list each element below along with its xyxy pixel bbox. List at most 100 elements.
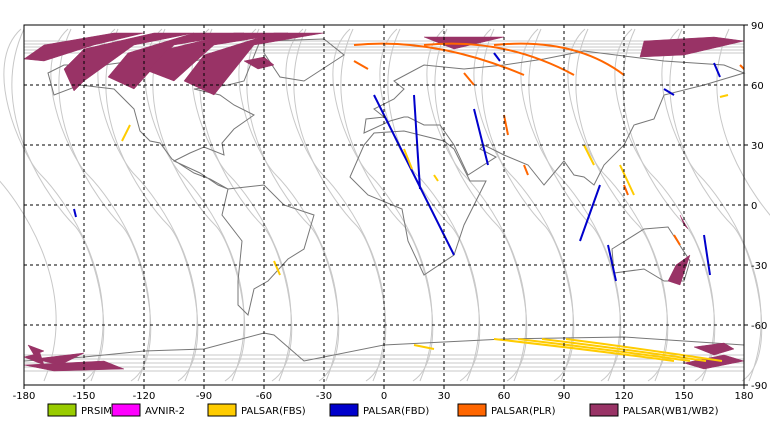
- y-tick-label: -60: [751, 321, 767, 332]
- y-tick-label: -30: [751, 261, 767, 272]
- swath-line: [433, 174, 439, 182]
- y-tick-label: 60: [751, 81, 764, 92]
- x-tick-label: 30: [438, 391, 451, 402]
- swath-palsar-wb: [243, 56, 275, 70]
- x-tick-label: -90: [196, 391, 212, 402]
- swath-fbs-arc: [565, 338, 723, 362]
- swath-line: [623, 184, 629, 196]
- longitude-axis: -180 -150 -120 -90 -60 -30 0 30 60 90 120 150 180: [13, 385, 754, 402]
- orbit-track: [669, 28, 763, 382]
- swath-line: [673, 234, 681, 246]
- swath-line: [473, 108, 489, 166]
- orbit-track: [199, 28, 293, 382]
- swath-line: [579, 184, 601, 242]
- x-tick-label: 120: [614, 391, 633, 402]
- x-tick-label: 150: [674, 391, 693, 402]
- legend-swatch: [111, 403, 141, 417]
- swath-line: [607, 244, 617, 282]
- orbit-track: [481, 28, 575, 382]
- legend-label: PALSAR(WB1/WB2): [623, 406, 719, 417]
- x-tick-label: 0: [381, 391, 387, 402]
- legend-label: PALSAR(FBD): [363, 406, 429, 417]
- swath-line: [121, 124, 131, 142]
- swath-line: [719, 94, 729, 98]
- coastline-south-america: [221, 184, 315, 316]
- y-tick-label: -90: [751, 381, 767, 392]
- orbit-track: [426, 28, 527, 382]
- y-tick-label: 90: [751, 21, 764, 32]
- swath-palsar-wb: [679, 214, 689, 230]
- legend-swatch: [457, 403, 487, 417]
- swath-plr-arc: [353, 42, 525, 76]
- swath-fbs-arc: [493, 338, 675, 362]
- orbit-track: [152, 28, 246, 382]
- legend-item: PALSAR(WB1/WB2): [589, 403, 719, 417]
- swath-line: [403, 148, 413, 170]
- legend-item: AVNIR-2: [111, 403, 185, 417]
- orbit-track: [11, 28, 105, 382]
- graticule-grid: [24, 25, 744, 385]
- orbit-track: [58, 28, 152, 382]
- swath-line: [413, 94, 421, 190]
- swath-palsar-wb: [33, 352, 85, 366]
- y-tick-label: 0: [751, 201, 757, 212]
- legend-swatch: [47, 403, 77, 417]
- x-tick-label: -120: [133, 391, 156, 402]
- orbit-track: [0, 180, 57, 382]
- swath-line: [463, 72, 475, 86]
- legend-label: AVNIR-2: [145, 406, 185, 417]
- legend-item: PALSAR(FBS): [207, 403, 306, 417]
- x-tick-label: 60: [498, 391, 511, 402]
- swath-line: [619, 164, 635, 196]
- legend-item: PALSAR(PLR): [457, 403, 556, 417]
- legend-item: PALSAR(FBD): [329, 403, 429, 417]
- legend-swatch: [589, 403, 619, 417]
- y-tick-label: 30: [751, 141, 764, 152]
- swath-palsar-wb: [63, 32, 195, 92]
- swath-line: [583, 144, 595, 166]
- orbit-track: [567, 28, 668, 382]
- legend-label: PRSIM: [81, 406, 112, 417]
- orbit-track: [105, 28, 199, 382]
- orbit-track: [238, 28, 339, 382]
- swath-line: [373, 94, 455, 256]
- x-tick-label: -180: [13, 391, 36, 402]
- orbit-track: [340, 28, 434, 382]
- swath-palsar-wb: [639, 36, 745, 58]
- swath-line: [353, 60, 369, 70]
- swath-line: [273, 260, 281, 276]
- swath-line: [493, 52, 501, 62]
- orbit-track: [97, 28, 198, 382]
- swath-line: [413, 344, 435, 350]
- orbit-track: [434, 28, 528, 382]
- legend-label: PALSAR(FBS): [241, 406, 306, 417]
- swath-line: [503, 114, 509, 136]
- orbit-track: [528, 28, 622, 382]
- latitude-axis: 90 60 30 0 -30 -60 -90: [744, 21, 767, 392]
- swath-line: [713, 62, 721, 78]
- orbit-track: [473, 28, 574, 382]
- orbit-track: [144, 28, 245, 382]
- x-tick-label: 180: [734, 391, 753, 402]
- orbit-track: [520, 28, 621, 382]
- x-tick-label: -30: [316, 391, 332, 402]
- orbit-track: [575, 28, 669, 382]
- coastline-africa-eurasia: [349, 130, 487, 276]
- swath-plr-arc: [423, 42, 575, 76]
- swath-palsar-wb: [23, 352, 45, 366]
- legend-swatch: [207, 403, 237, 417]
- x-tick-label: -60: [256, 391, 272, 402]
- swath-line: [523, 164, 529, 176]
- swath-line: [73, 208, 77, 218]
- orbit-track: [3, 28, 104, 382]
- swath-line: [703, 234, 711, 276]
- legend-label: PALSAR(PLR): [491, 406, 556, 417]
- orbit-track: [246, 28, 340, 382]
- swath-palsar-wb: [23, 360, 125, 372]
- legend-item: PRSIM: [47, 403, 112, 417]
- orbit-track: [614, 28, 715, 382]
- orbit-track: [716, 28, 770, 216]
- swath-palsar-wb: [667, 254, 691, 286]
- swath-line: [739, 64, 745, 70]
